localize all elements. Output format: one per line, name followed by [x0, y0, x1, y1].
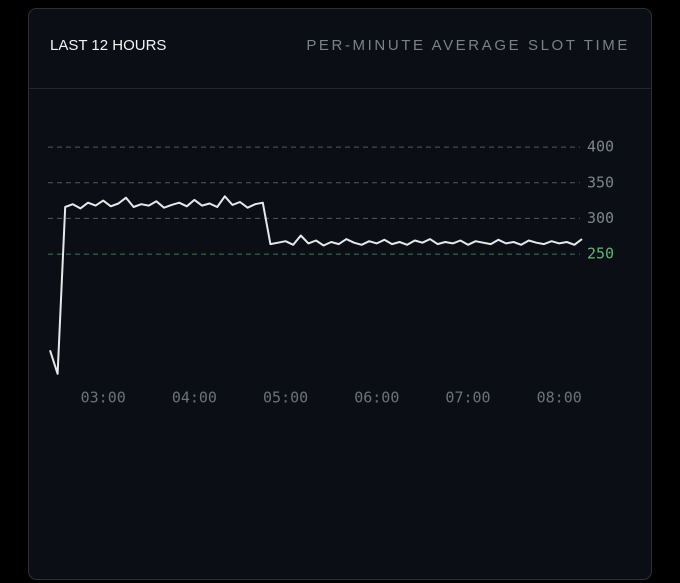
x-tick-label: 07:00 [445, 389, 490, 407]
x-tick-label: 06:00 [354, 389, 399, 407]
x-tick-label: 08:00 [537, 389, 582, 407]
card [28, 8, 652, 580]
x-tick-label: 03:00 [81, 389, 126, 407]
x-tick-label: 05:00 [263, 389, 308, 407]
chart-subtitle: PER-MINUTE AVERAGE SLOT TIME [306, 37, 630, 54]
chart-title: LAST 12 HOURS [50, 37, 166, 54]
y-tick-label: 350 [587, 173, 614, 191]
y-tick-label: 400 [587, 138, 614, 156]
series-line [49, 195, 583, 375]
y-tick-label: 300 [587, 209, 614, 227]
x-tick-label: 04:00 [172, 389, 217, 407]
y-tick-label: 250 [587, 245, 614, 263]
